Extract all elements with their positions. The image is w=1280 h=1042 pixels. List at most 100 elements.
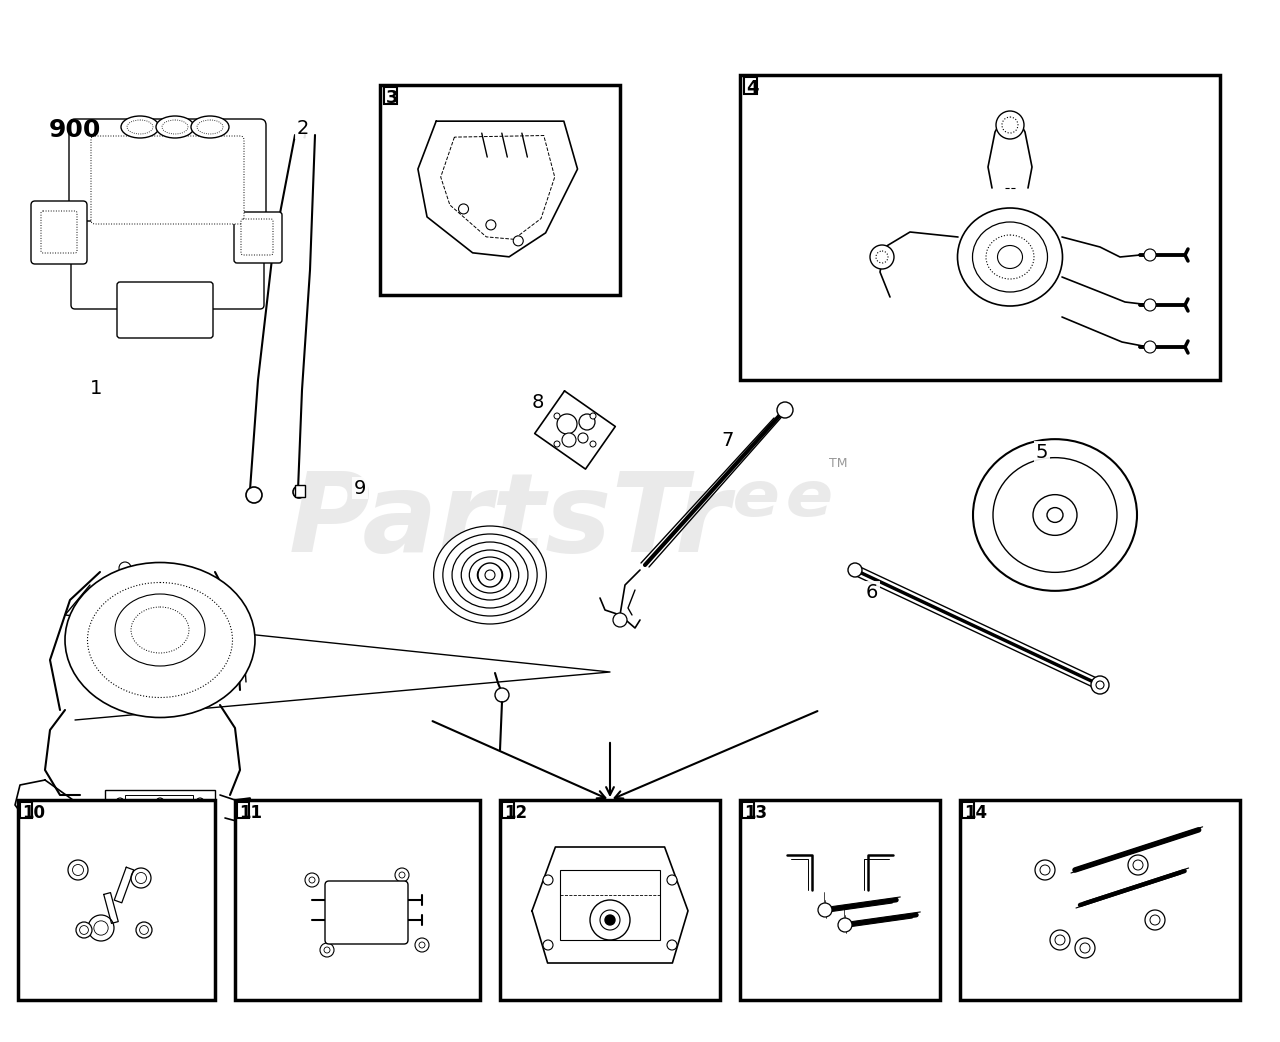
Circle shape	[320, 943, 334, 957]
Circle shape	[93, 921, 108, 935]
Circle shape	[1036, 860, 1055, 880]
Circle shape	[293, 486, 305, 498]
Ellipse shape	[131, 607, 189, 653]
Bar	[20, 802, 32, 818]
Text: 12: 12	[504, 804, 527, 822]
FancyBboxPatch shape	[70, 221, 264, 309]
Circle shape	[172, 302, 188, 318]
Circle shape	[415, 938, 429, 952]
Ellipse shape	[452, 542, 527, 607]
Circle shape	[79, 925, 88, 935]
Circle shape	[1039, 865, 1050, 875]
Text: 4: 4	[746, 79, 759, 97]
Bar	[740, 75, 1220, 380]
FancyBboxPatch shape	[241, 219, 273, 255]
Circle shape	[590, 413, 596, 419]
FancyBboxPatch shape	[41, 210, 77, 253]
Circle shape	[543, 875, 553, 885]
Circle shape	[76, 922, 92, 938]
Text: 6: 6	[865, 582, 878, 601]
Circle shape	[1144, 249, 1156, 260]
Text: 10: 10	[22, 804, 45, 822]
Circle shape	[246, 487, 262, 503]
Circle shape	[849, 563, 861, 577]
Circle shape	[396, 868, 410, 882]
Bar	[742, 802, 754, 818]
Ellipse shape	[434, 526, 547, 624]
Ellipse shape	[986, 235, 1034, 279]
Circle shape	[477, 563, 502, 587]
Text: 13: 13	[744, 804, 767, 822]
Text: 5: 5	[1036, 443, 1048, 462]
Circle shape	[1050, 931, 1070, 950]
Bar	[960, 800, 1240, 1000]
Circle shape	[349, 897, 385, 933]
Bar	[384, 86, 397, 104]
Circle shape	[600, 910, 620, 931]
Circle shape	[88, 915, 114, 941]
Ellipse shape	[65, 563, 255, 718]
Text: TM: TM	[829, 457, 847, 470]
Ellipse shape	[191, 116, 229, 138]
Bar	[125, 795, 193, 823]
Ellipse shape	[973, 439, 1137, 591]
Circle shape	[557, 414, 577, 435]
Bar	[502, 802, 515, 818]
Circle shape	[305, 873, 319, 887]
FancyBboxPatch shape	[31, 201, 87, 264]
Text: 11: 11	[239, 804, 262, 822]
Bar	[236, 800, 480, 1000]
Text: 8: 8	[531, 393, 544, 412]
Text: 2: 2	[297, 119, 310, 138]
Circle shape	[1002, 249, 1018, 265]
Circle shape	[1075, 938, 1094, 958]
Ellipse shape	[461, 550, 518, 600]
Circle shape	[590, 900, 630, 940]
Circle shape	[818, 903, 832, 917]
Bar	[500, 800, 719, 1000]
Circle shape	[495, 688, 509, 702]
Ellipse shape	[122, 116, 159, 138]
Circle shape	[1080, 943, 1091, 953]
Circle shape	[68, 860, 88, 880]
Circle shape	[156, 798, 164, 807]
Circle shape	[613, 613, 627, 627]
Text: 3: 3	[387, 89, 398, 107]
Text: 1: 1	[90, 378, 102, 397]
Bar	[740, 800, 940, 1000]
Text: 900: 900	[49, 118, 101, 142]
Circle shape	[357, 905, 378, 925]
Circle shape	[838, 918, 852, 932]
Circle shape	[116, 798, 124, 807]
Bar	[105, 790, 215, 830]
Circle shape	[131, 868, 151, 888]
Circle shape	[485, 570, 495, 580]
Circle shape	[590, 441, 596, 447]
Circle shape	[554, 413, 561, 419]
Ellipse shape	[470, 557, 511, 593]
FancyBboxPatch shape	[91, 137, 244, 224]
Bar	[963, 802, 974, 818]
Circle shape	[667, 940, 677, 950]
Ellipse shape	[1047, 507, 1062, 522]
Bar	[18, 800, 215, 1000]
Bar	[561, 870, 660, 940]
Text: 14: 14	[964, 804, 987, 822]
Bar	[744, 77, 756, 94]
Circle shape	[554, 441, 561, 447]
Ellipse shape	[477, 564, 503, 586]
Ellipse shape	[156, 116, 195, 138]
Circle shape	[486, 220, 495, 230]
Circle shape	[73, 865, 83, 875]
Circle shape	[996, 111, 1024, 139]
Circle shape	[562, 433, 576, 447]
Circle shape	[667, 875, 677, 885]
Ellipse shape	[993, 457, 1117, 572]
Ellipse shape	[973, 222, 1047, 292]
Circle shape	[579, 433, 588, 443]
Bar	[237, 802, 250, 818]
Circle shape	[513, 235, 524, 246]
Circle shape	[605, 915, 614, 925]
Circle shape	[543, 940, 553, 950]
Circle shape	[1133, 860, 1143, 870]
